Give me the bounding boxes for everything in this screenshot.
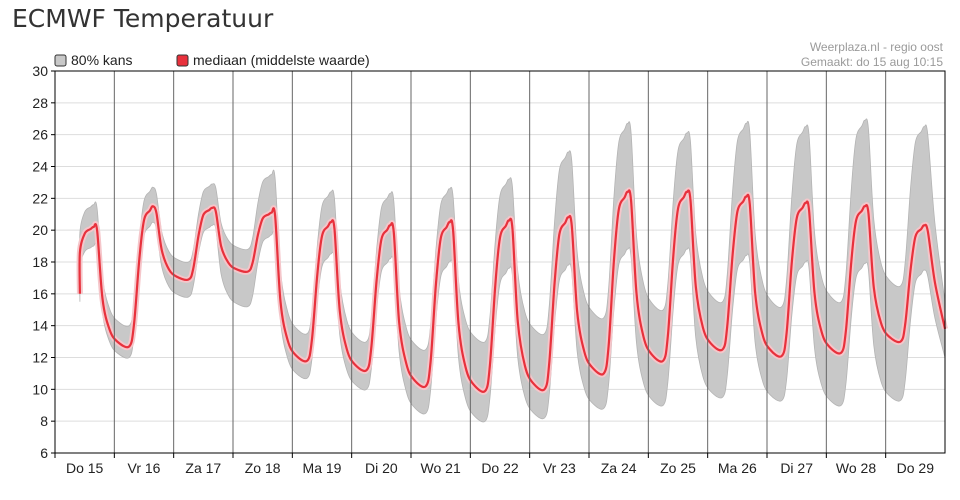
y-tick-label: 28 — [32, 95, 48, 111]
y-tick-label: 12 — [32, 350, 48, 366]
source-line-2: Gemaakt: do 15 aug 10:15 — [801, 55, 943, 69]
y-tick-label: 10 — [32, 381, 48, 397]
y-tick-label: 14 — [32, 318, 48, 334]
median-line — [78, 189, 947, 393]
x-tick-label: Vr 23 — [543, 460, 576, 476]
y-tick-label: 22 — [32, 190, 48, 206]
legend: 80% kans mediaan (middelste waarde) — [54, 52, 370, 68]
y-tick-label: 24 — [32, 159, 48, 175]
x-tick-label: Wo 21 — [421, 460, 461, 476]
x-tick-label: Do 29 — [897, 460, 935, 476]
x-tick-label: Za 17 — [185, 460, 221, 476]
legend-label-band: 80% kans — [71, 52, 132, 68]
legend-swatch-band — [54, 54, 67, 67]
page-title: ECMWF Temperatuur — [12, 4, 274, 33]
legend-swatch-median — [176, 54, 189, 67]
y-tick-label: 8 — [40, 413, 48, 429]
x-tick-labels: Do 15 Vr 16 Za 17 Zo 18 Ma 19 Di 20 Wo 21 Do 22… — [54, 453, 935, 476]
median-line-group — [76, 187, 948, 395]
x-tick-label: Do 15 — [66, 460, 104, 476]
y-tick-label: 6 — [40, 445, 48, 461]
x-tick-label: Do 22 — [481, 460, 519, 476]
y-tick-label: 30 — [32, 63, 48, 79]
x-tick-label: Zo 18 — [245, 460, 281, 476]
x-tick-label: Za 24 — [601, 460, 637, 476]
y-tick-labels: 6 8 10 12 14 16 18 20 22 24 26 28 30 — [32, 63, 55, 461]
source-note: Weerplaza.nl - regio oost Gemaakt: do 15… — [801, 40, 944, 69]
y-tick-label: 20 — [32, 222, 48, 238]
x-tick-label: Vr 16 — [128, 460, 161, 476]
y-tick-label: 16 — [32, 286, 48, 302]
x-tick-label: Zo 25 — [660, 460, 696, 476]
x-tick-label: Di 27 — [780, 460, 813, 476]
x-tick-label: Ma 19 — [303, 460, 342, 476]
x-tick-label: Di 20 — [365, 460, 398, 476]
source-line-1: Weerplaza.nl - regio oost — [810, 40, 944, 54]
legend-label-median: mediaan (middelste waarde) — [193, 52, 370, 68]
y-tick-label: 18 — [32, 254, 48, 270]
x-tick-label: Ma 26 — [718, 460, 757, 476]
x-tick-label: Wo 28 — [836, 460, 876, 476]
y-tick-label: 26 — [32, 127, 48, 143]
day-separators — [113, 71, 887, 453]
